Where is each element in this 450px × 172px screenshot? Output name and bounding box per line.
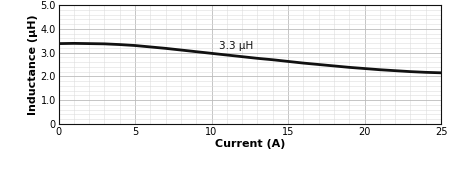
Text: 3.3 μH: 3.3 μH bbox=[219, 41, 253, 51]
Y-axis label: Inductance (μH): Inductance (μH) bbox=[27, 14, 37, 115]
X-axis label: Current (A): Current (A) bbox=[215, 139, 285, 149]
